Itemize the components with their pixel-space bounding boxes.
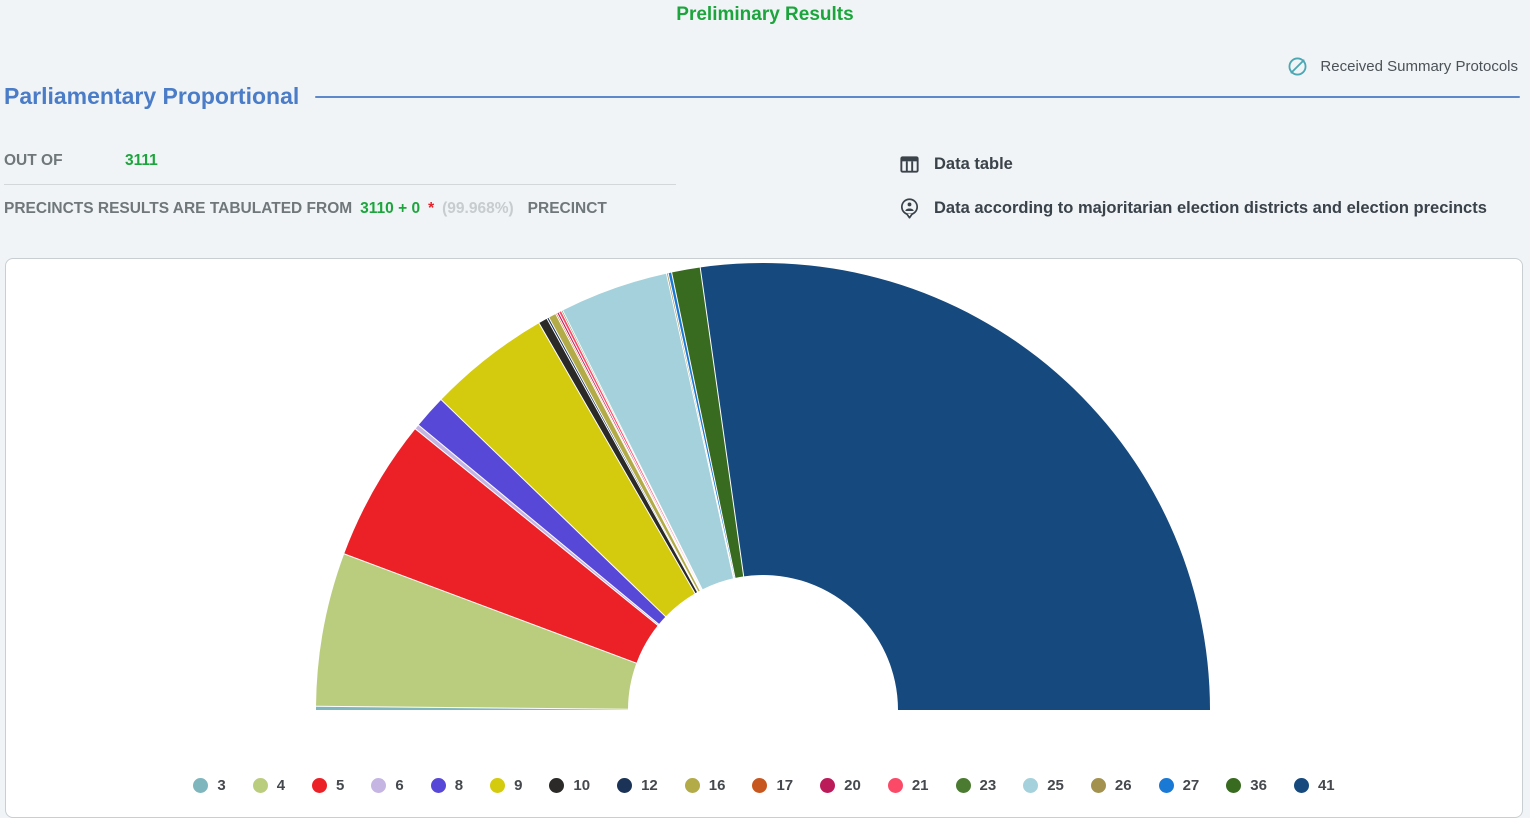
legend-label-3: 3 — [217, 777, 226, 794]
precinct-label: PRECINCT — [527, 200, 607, 217]
section-title: Parliamentary Proportional — [4, 83, 300, 109]
legend-item-9[interactable]: 9 — [490, 777, 522, 794]
legend-swatch-12 — [617, 778, 633, 793]
data-table-label: Data table — [934, 155, 1013, 173]
legend-item-21[interactable]: 21 — [887, 777, 929, 794]
stats-divider — [4, 184, 676, 185]
legend-label-36: 36 — [1250, 777, 1267, 794]
legend-label-5: 5 — [336, 777, 345, 794]
legend-label-9: 9 — [514, 777, 523, 794]
legend-item-8[interactable]: 8 — [430, 777, 464, 794]
link-icon — [1288, 57, 1307, 76]
majoritarian-data-label: Data according to majoritarian election … — [934, 199, 1487, 217]
legend-swatch-16 — [684, 778, 700, 793]
legend-swatch-23 — [955, 778, 971, 793]
out-of-label: OUT OF — [4, 152, 63, 169]
legend-swatch-25 — [1023, 778, 1039, 793]
title-bar: Preliminary Results — [0, 0, 1530, 26]
legend-swatch-9 — [490, 778, 506, 793]
legend-swatch-20 — [820, 778, 836, 793]
legend-item-12[interactable]: 12 — [617, 777, 658, 794]
data-table-link[interactable]: Data table — [898, 153, 1487, 176]
legend-item-3[interactable]: 3 — [193, 777, 226, 794]
side-links: Data table Data according to majoritaria… — [898, 153, 1487, 220]
section-divider — [315, 95, 1520, 98]
received-summary-protocols-link[interactable]: Received Summary Protocols — [1286, 55, 1518, 78]
precincts-stats: OUT OF 3111 PRECINCTS RESULTS ARE TABULA… — [4, 152, 676, 218]
legend-item-27[interactable]: 27 — [1158, 777, 1200, 794]
legend-label-41: 41 — [1317, 777, 1335, 794]
legend-label-10: 10 — [573, 777, 591, 794]
received-summary-protocols-label: Received Summary Protocols — [1320, 58, 1518, 75]
legend-item-16[interactable]: 16 — [684, 777, 726, 794]
person-pin-icon — [900, 198, 919, 219]
legend-item-10[interactable]: 10 — [549, 777, 590, 794]
legend-swatch-4 — [252, 778, 268, 793]
legend-label-23: 23 — [979, 777, 997, 794]
legend-label-12: 12 — [641, 777, 658, 794]
out-of-value: 3111 — [125, 152, 158, 169]
legend-label-26: 26 — [1114, 777, 1132, 794]
page-title: Preliminary Results — [676, 4, 854, 25]
legend-item-5[interactable]: 5 — [312, 777, 344, 794]
legend-swatch-41 — [1293, 778, 1309, 793]
legend-swatch-27 — [1158, 778, 1174, 793]
legend-swatch-3 — [193, 778, 209, 793]
legend-item-17[interactable]: 17 — [752, 777, 793, 794]
legend-item-36[interactable]: 36 — [1226, 777, 1267, 794]
majoritarian-data-link[interactable]: Data according to majoritarian election … — [898, 197, 1487, 220]
legend-item-26[interactable]: 26 — [1090, 777, 1132, 794]
legend-label-6: 6 — [395, 777, 404, 794]
asterisk-note: * — [428, 200, 435, 217]
legend-item-41[interactable]: 41 — [1293, 777, 1335, 794]
legend-swatch-10 — [549, 778, 565, 793]
legend-swatch-6 — [371, 778, 387, 793]
section-header: Parliamentary Proportional — [4, 83, 1520, 110]
chart-segment-41[interactable] — [699, 262, 1212, 711]
legend-label-20: 20 — [844, 777, 861, 794]
out-of-row: OUT OF 3111 — [4, 152, 676, 170]
legend-label-8: 8 — [454, 777, 464, 794]
legend-label-27: 27 — [1182, 777, 1200, 794]
chart-legend: 3 4 5 6 8 9 10 12 16 17 20 21 23 25 26 27 36 41 — [6, 777, 1522, 794]
legend-swatch-5 — [312, 778, 328, 793]
legend-swatch-8 — [430, 778, 446, 793]
legend-swatch-17 — [752, 778, 768, 793]
table-icon — [900, 156, 919, 173]
legend-item-4[interactable]: 4 — [252, 777, 286, 794]
legend-swatch-36 — [1226, 778, 1242, 793]
tabulated-row: PRECINCTS RESULTS ARE TABULATED FROM 311… — [4, 200, 676, 218]
legend-label-21: 21 — [911, 777, 929, 794]
legend-label-25: 25 — [1047, 777, 1064, 794]
legend-item-6[interactable]: 6 — [371, 777, 404, 794]
legend-swatch-26 — [1090, 778, 1106, 793]
legend-label-17: 17 — [776, 777, 794, 794]
tabulated-label: PRECINCTS RESULTS ARE TABULATED FROM — [4, 200, 353, 217]
legend-label-4: 4 — [276, 777, 286, 794]
legend-label-16: 16 — [708, 777, 726, 794]
legend-item-23[interactable]: 23 — [955, 777, 997, 794]
legend-item-25[interactable]: 25 — [1023, 777, 1064, 794]
chart-card: 3 4 5 6 8 9 10 12 16 17 20 21 23 25 26 27 36 41 — [5, 258, 1523, 818]
tabulated-count: 3110 + 0 — [360, 200, 421, 217]
tabulated-percent: (99.968%) — [442, 200, 514, 217]
legend-item-20[interactable]: 20 — [820, 777, 861, 794]
half-donut-chart — [314, 262, 1212, 711]
legend-swatch-21 — [887, 778, 903, 793]
